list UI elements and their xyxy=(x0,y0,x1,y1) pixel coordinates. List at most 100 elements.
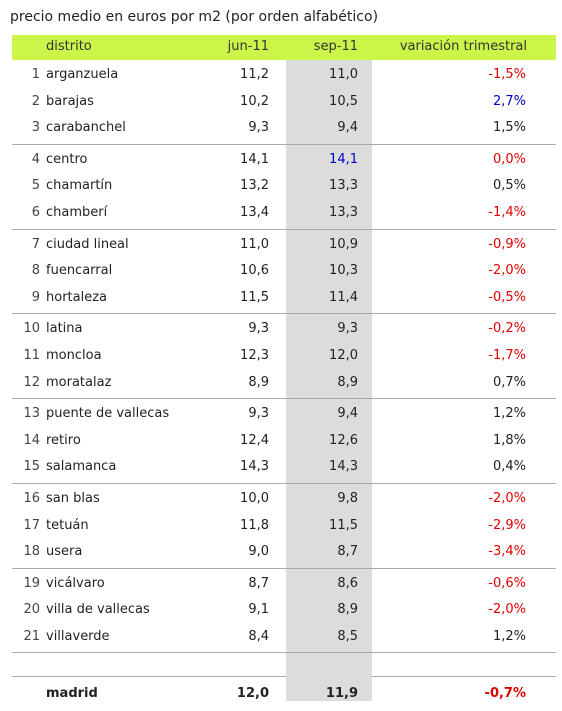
row-distrito: retiro xyxy=(46,432,81,448)
header-sep: sep-11 xyxy=(313,39,358,54)
row-distrito: moratalaz xyxy=(46,374,112,390)
row-number: 3 xyxy=(31,120,40,136)
row-distrito: vicálvaro xyxy=(46,575,105,591)
row-sep: 12,0 xyxy=(329,347,358,363)
price-table: distrito jun-11 sep-11 variación trimest… xyxy=(12,35,556,711)
total-jun: 12,0 xyxy=(236,686,269,702)
row-sep: 13,3 xyxy=(329,178,358,194)
row-sep: 9,8 xyxy=(337,490,358,506)
table-row: 7 ciudad lineal 11,0 10,9 -0,9% xyxy=(12,232,556,259)
total-sep: 11,9 xyxy=(325,686,358,702)
header-jun: jun-11 xyxy=(227,39,269,54)
row-group: 1 arganzuela 11,2 11,0 -1,5% 2 barajas 10,2 10,5… xyxy=(12,60,556,145)
table-row: 14 retiro 12,4 12,6 1,8% xyxy=(12,428,556,455)
row-number: 1 xyxy=(31,67,40,82)
row-variacion: -0,2% xyxy=(488,321,526,337)
row-number: 15 xyxy=(23,459,40,475)
row-sep: 14,3 xyxy=(329,459,358,475)
row-distrito: hortaleza xyxy=(46,289,108,305)
row-jun: 14,1 xyxy=(240,151,269,167)
row-variacion: 1,5% xyxy=(492,120,526,136)
row-distrito: barajas xyxy=(46,93,94,109)
row-distrito: san blas xyxy=(46,490,100,506)
row-number: 18 xyxy=(23,544,40,560)
row-number: 10 xyxy=(23,321,40,337)
row-jun: 8,4 xyxy=(248,628,269,644)
table-row: 6 chamberí 13,4 13,3 -1,4% xyxy=(12,200,556,227)
row-number: 9 xyxy=(31,289,40,305)
row-group: 4 centro 14,1 14,1 0,0% 5 chamartín 13,2 13,3 0,5… xyxy=(12,145,556,230)
row-jun: 11,5 xyxy=(240,289,269,305)
row-number: 19 xyxy=(23,575,40,591)
row-variacion: -2,0% xyxy=(488,490,526,506)
row-number: 16 xyxy=(23,490,40,506)
row-sep: 8,9 xyxy=(337,602,358,618)
row-number: 17 xyxy=(23,517,40,533)
row-sep: 12,6 xyxy=(329,432,358,448)
table-row: 21 villaverde 8,4 8,5 1,2% xyxy=(12,624,556,651)
row-distrito: chamartín xyxy=(46,178,113,194)
row-variacion: -1,4% xyxy=(488,204,526,220)
row-jun: 13,2 xyxy=(240,178,269,194)
row-jun: 10,0 xyxy=(240,490,269,506)
row-distrito: usera xyxy=(46,544,83,560)
row-distrito: centro xyxy=(46,151,88,167)
row-variacion: -0,9% xyxy=(488,236,526,252)
row-variacion: 0,0% xyxy=(492,151,526,167)
row-jun: 11,8 xyxy=(240,517,269,533)
row-distrito: puente de vallecas xyxy=(46,406,170,422)
row-number: 11 xyxy=(23,347,40,363)
table-body: 1 arganzuela 11,2 11,0 -1,5% 2 barajas 10,2 10,5… xyxy=(12,60,556,654)
row-sep: 14,1 xyxy=(329,151,358,167)
row-sep: 8,9 xyxy=(337,374,358,390)
row-number: 5 xyxy=(31,178,40,194)
table-row: 20 villa de vallecas 9,1 8,9 -2,0% xyxy=(12,597,556,624)
row-sep: 11,4 xyxy=(329,289,358,305)
row-variacion: -2,0% xyxy=(488,263,526,279)
row-sep: 9,4 xyxy=(337,406,358,422)
row-group: 16 san blas 10,0 9,8 -2,0% 17 tetuán 11,8 11,5 -2… xyxy=(12,484,556,569)
row-variacion: 1,2% xyxy=(492,628,526,644)
table-row: 1 arganzuela 11,2 11,0 -1,5% xyxy=(12,62,556,89)
row-sep: 11,0 xyxy=(329,67,358,82)
row-variacion: -2,0% xyxy=(488,602,526,618)
row-variacion: -0,5% xyxy=(488,289,526,305)
total-row: madrid 12,0 11,9 -0,7% xyxy=(12,677,556,711)
sep-column-highlight xyxy=(286,60,372,701)
table-row: 5 chamartín 13,2 13,3 0,5% xyxy=(12,173,556,200)
table-row: 9 hortaleza 11,5 11,4 -0,5% xyxy=(12,285,556,312)
row-variacion: 1,8% xyxy=(492,432,526,448)
table-row: 19 vicálvaro 8,7 8,6 -0,6% xyxy=(12,571,556,598)
row-variacion: -1,5% xyxy=(488,67,526,82)
row-variacion: -2,9% xyxy=(488,517,526,533)
row-number: 14 xyxy=(23,432,40,448)
table-row: 2 barajas 10,2 10,5 2,7% xyxy=(12,89,556,116)
table-header: distrito jun-11 sep-11 variación trimest… xyxy=(12,35,556,60)
row-distrito: salamanca xyxy=(46,459,117,475)
row-group: 13 puente de vallecas 9,3 9,4 1,2% 14 retiro 12… xyxy=(12,399,556,484)
row-variacion: 2,7% xyxy=(492,93,526,109)
row-number: 21 xyxy=(23,628,40,644)
table-row: 17 tetuán 11,8 11,5 -2,9% xyxy=(12,513,556,540)
row-group: 10 latina 9,3 9,3 -0,2% 11 moncloa 12,3 12,0 -1,7… xyxy=(12,314,556,400)
row-distrito: moncloa xyxy=(46,347,102,363)
row-distrito: carabanchel xyxy=(46,120,126,136)
table-row: 18 usera 9,0 8,7 -3,4% xyxy=(12,539,556,566)
row-jun: 12,4 xyxy=(240,432,269,448)
row-number: 7 xyxy=(31,236,40,252)
page-title: precio medio en euros por m2 (por orden … xyxy=(10,9,379,25)
row-variacion: 0,4% xyxy=(492,459,526,475)
row-sep: 8,5 xyxy=(337,628,358,644)
row-jun: 10,6 xyxy=(240,263,269,279)
row-jun: 14,3 xyxy=(240,459,269,475)
row-sep: 10,5 xyxy=(329,93,358,109)
row-distrito: fuencarral xyxy=(46,263,113,279)
row-number: 13 xyxy=(23,406,40,422)
row-jun: 13,4 xyxy=(240,204,269,220)
row-variacion: 0,5% xyxy=(492,178,526,194)
row-number: 20 xyxy=(23,602,40,618)
row-sep: 13,3 xyxy=(329,204,358,220)
table-row: 4 centro 14,1 14,1 0,0% xyxy=(12,147,556,174)
table-row: 3 carabanchel 9,3 9,4 1,5% xyxy=(12,115,556,142)
row-jun: 11,2 xyxy=(240,67,269,82)
